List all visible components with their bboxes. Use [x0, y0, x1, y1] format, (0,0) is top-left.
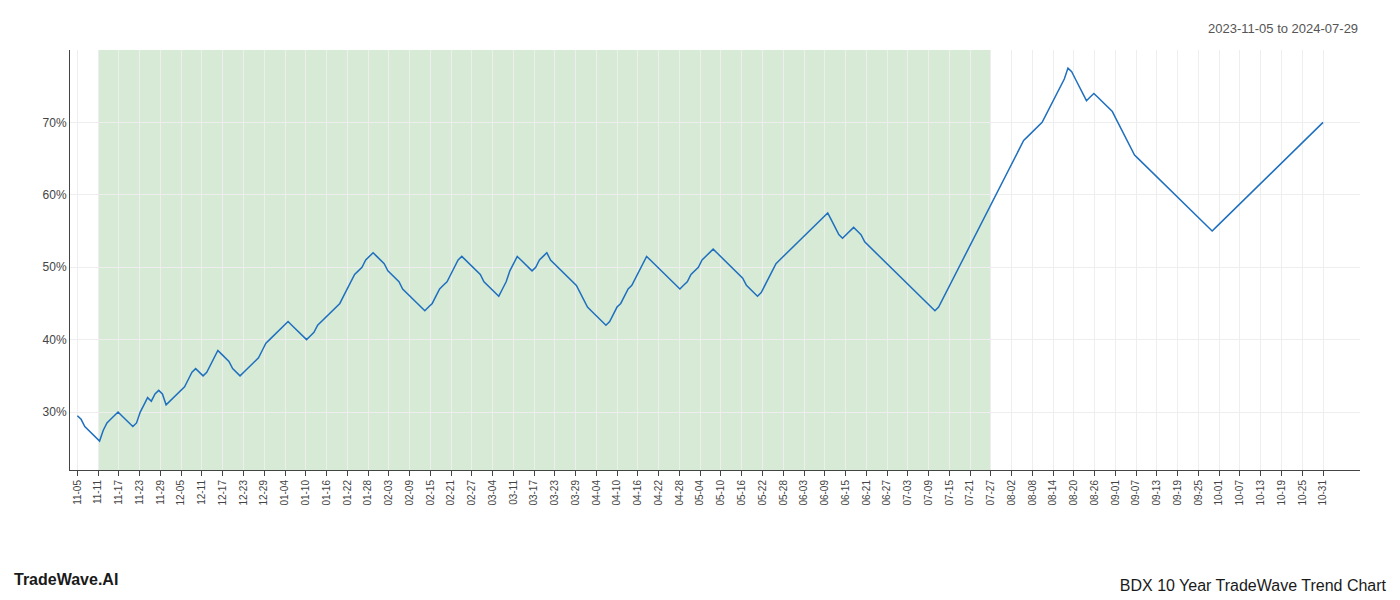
svg-text:09-19: 09-19 [1172, 480, 1183, 506]
svg-text:05-04: 05-04 [694, 480, 705, 506]
svg-text:11-29: 11-29 [155, 480, 166, 505]
svg-text:05-22: 05-22 [757, 480, 768, 506]
svg-text:40%: 40% [43, 333, 67, 347]
svg-text:60%: 60% [43, 188, 67, 202]
svg-text:12-17: 12-17 [217, 480, 228, 506]
svg-text:BDX 10 Year TradeWave Trend Ch: BDX 10 Year TradeWave Trend Chart [1120, 577, 1387, 594]
svg-text:12-29: 12-29 [258, 480, 269, 506]
svg-text:03-23: 03-23 [549, 480, 560, 506]
svg-text:01-04: 01-04 [279, 480, 290, 506]
svg-text:02-03: 02-03 [383, 480, 394, 506]
svg-text:50%: 50% [43, 260, 67, 274]
svg-text:02-27: 02-27 [466, 480, 477, 506]
svg-text:07-27: 07-27 [985, 480, 996, 506]
svg-text:07-09: 07-09 [923, 480, 934, 506]
svg-text:05-16: 05-16 [736, 480, 747, 506]
svg-text:06-09: 06-09 [819, 480, 830, 506]
svg-text:11-05: 11-05 [72, 480, 83, 505]
svg-text:10-07: 10-07 [1234, 480, 1245, 506]
svg-text:06-03: 06-03 [798, 480, 809, 506]
svg-text:04-10: 04-10 [611, 480, 622, 506]
svg-text:09-07: 09-07 [1130, 480, 1141, 506]
svg-text:10-25: 10-25 [1297, 480, 1308, 506]
svg-text:10-01: 10-01 [1213, 480, 1224, 506]
svg-text:09-01: 09-01 [1110, 480, 1121, 506]
svg-text:03-29: 03-29 [570, 480, 581, 506]
svg-text:08-26: 08-26 [1089, 480, 1100, 506]
svg-text:10-31: 10-31 [1317, 480, 1328, 506]
svg-text:02-15: 02-15 [425, 480, 436, 506]
svg-text:12-11: 12-11 [196, 480, 207, 505]
svg-text:07-03: 07-03 [902, 480, 913, 506]
svg-text:08-14: 08-14 [1047, 480, 1058, 506]
svg-text:11-11: 11-11 [92, 480, 103, 505]
svg-text:08-02: 08-02 [1006, 480, 1017, 506]
svg-text:09-25: 09-25 [1193, 480, 1204, 506]
svg-text:04-16: 04-16 [632, 480, 643, 506]
svg-text:01-22: 01-22 [342, 480, 353, 506]
svg-text:01-10: 01-10 [300, 480, 311, 506]
svg-text:10-19: 10-19 [1276, 480, 1287, 506]
svg-text:11-17: 11-17 [113, 480, 124, 505]
svg-text:07-21: 07-21 [964, 480, 975, 506]
svg-text:06-21: 06-21 [861, 480, 872, 506]
svg-text:70%: 70% [43, 116, 67, 130]
svg-text:12-23: 12-23 [238, 480, 249, 506]
svg-text:30%: 30% [43, 405, 67, 419]
svg-text:08-08: 08-08 [1027, 480, 1038, 506]
svg-text:05-28: 05-28 [778, 480, 789, 506]
svg-text:08-20: 08-20 [1068, 480, 1079, 506]
svg-text:06-27: 06-27 [881, 480, 892, 506]
svg-text:01-28: 01-28 [362, 480, 373, 506]
svg-text:03-17: 03-17 [528, 480, 539, 506]
svg-text:04-28: 04-28 [674, 480, 685, 506]
svg-text:05-10: 05-10 [715, 480, 726, 506]
svg-text:07-15: 07-15 [944, 480, 955, 506]
svg-text:09-13: 09-13 [1151, 480, 1162, 506]
svg-text:03-04: 03-04 [487, 480, 498, 506]
svg-text:12-05: 12-05 [175, 480, 186, 506]
svg-text:02-09: 02-09 [404, 480, 415, 506]
svg-text:02-21: 02-21 [445, 480, 456, 506]
svg-text:03-11: 03-11 [508, 480, 519, 505]
svg-text:04-22: 04-22 [653, 480, 664, 506]
svg-text:01-16: 01-16 [321, 480, 332, 506]
svg-text:06-15: 06-15 [840, 480, 851, 506]
svg-text:2023-11-05 to 2024-07-29: 2023-11-05 to 2024-07-29 [1208, 21, 1358, 36]
svg-text:10-13: 10-13 [1255, 480, 1266, 506]
svg-text:TradeWave.AI: TradeWave.AI [14, 571, 118, 588]
svg-text:04-04: 04-04 [591, 480, 602, 506]
svg-text:11-23: 11-23 [134, 480, 145, 505]
